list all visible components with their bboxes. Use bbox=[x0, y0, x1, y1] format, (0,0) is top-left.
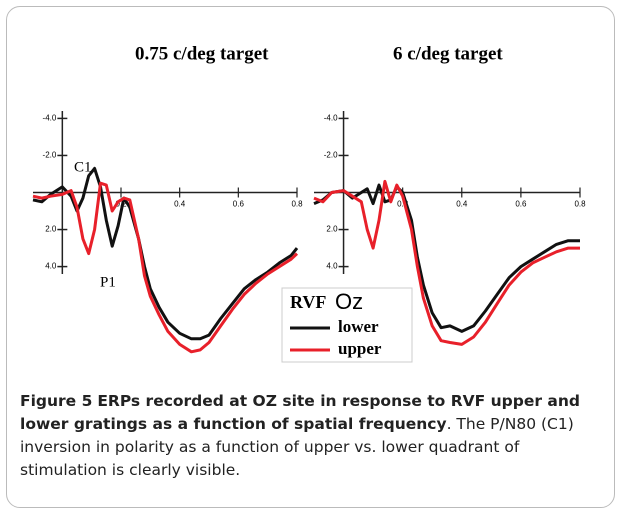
erp-line bbox=[313, 183, 580, 333]
chart-title: 6 c/deg target bbox=[393, 43, 503, 64]
x-tick-label: 0.2 bbox=[397, 200, 409, 209]
y-tick-label: 4.0 bbox=[326, 262, 338, 271]
x-tick-label: 0.8 bbox=[574, 200, 586, 209]
y-tick-label: 4.0 bbox=[45, 262, 57, 271]
y-tick-label: 2.0 bbox=[326, 225, 338, 234]
y-tick-label: 2.0 bbox=[45, 225, 57, 234]
x-tick-label: 0.6 bbox=[233, 200, 245, 209]
x-tick-label: 0.4 bbox=[456, 200, 468, 209]
legend-entry: upper bbox=[338, 339, 382, 358]
chart-title: 0.75 c/deg target bbox=[135, 43, 269, 64]
annotation: P1 bbox=[100, 274, 116, 290]
caption-text: . The P/N80 (C1) inversion in polarity a… bbox=[20, 415, 574, 479]
y-tick-label: -2.0 bbox=[43, 151, 57, 160]
erp-line bbox=[313, 179, 580, 346]
x-tick-label: 0.8 bbox=[291, 200, 303, 209]
annotation: C1 bbox=[74, 159, 92, 175]
erp-line bbox=[32, 181, 299, 354]
y-tick-label: -4.0 bbox=[43, 114, 57, 123]
legend-label: Oz bbox=[335, 289, 363, 314]
y-tick-label: -4.0 bbox=[324, 114, 338, 123]
figure-frame bbox=[6, 6, 615, 508]
caption: Figure 5 ERPs recorded at OZ site in res… bbox=[20, 390, 605, 482]
x-tick-label: 0.6 bbox=[515, 200, 527, 209]
figure: 0.75 c/deg target -4.0 -2.0 2.0 4.0 0.2 0.4 0.6… bbox=[32, 43, 586, 363]
legend-title: RVF bbox=[290, 292, 326, 312]
y-tick-label: -2.0 bbox=[324, 151, 338, 160]
figure-label: Figure 5 bbox=[20, 392, 93, 410]
legend-entry: lower bbox=[338, 317, 379, 336]
x-tick-label: 0.4 bbox=[174, 200, 186, 209]
caption-title: ERPs recorded at OZ site in response to … bbox=[20, 392, 580, 433]
